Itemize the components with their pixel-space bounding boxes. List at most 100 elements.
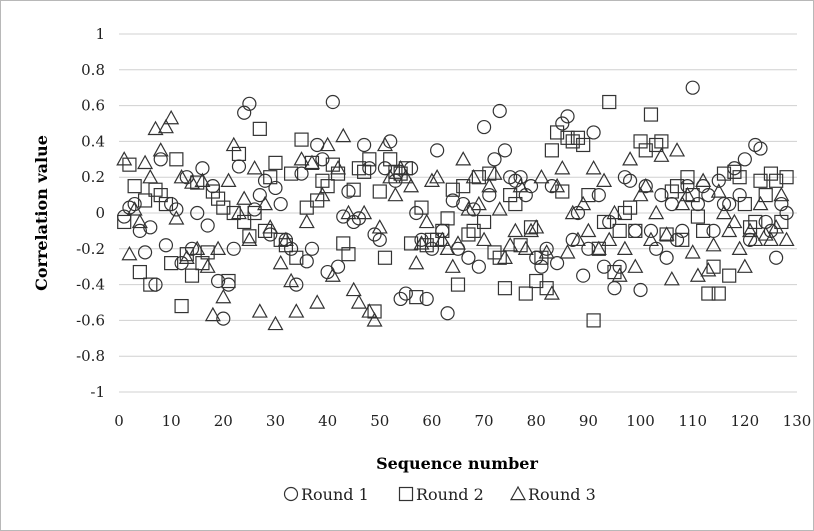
data-point-circle — [602, 214, 617, 230]
data-point-triangle — [288, 303, 305, 318]
y-tick-label: -0.2 — [76, 240, 105, 258]
data-point-triangle — [356, 204, 373, 220]
data-point-triangle — [230, 204, 247, 220]
data-point-square — [461, 227, 476, 242]
data-point-triangle — [345, 281, 362, 297]
data-point-circle — [398, 286, 413, 301]
data-point-circle — [341, 184, 356, 199]
data-point-circle — [393, 291, 408, 307]
data-point-circle — [753, 141, 768, 156]
legend-item: Round 3 — [509, 485, 596, 504]
data-point-square — [273, 232, 288, 247]
data-point-triangle — [465, 168, 482, 184]
x-tick-label: 80 — [527, 412, 546, 430]
data-point-circle — [289, 277, 304, 292]
grid — [119, 33, 797, 393]
data-point-triangle — [163, 109, 180, 125]
data-point-triangle — [423, 172, 440, 187]
data-point-square — [722, 268, 737, 283]
data-point-square — [257, 223, 273, 238]
data-point-triangle — [627, 258, 644, 273]
data-point-circle — [169, 202, 184, 217]
data-point-square — [716, 166, 732, 181]
data-point-square — [117, 214, 132, 230]
series-2 — [117, 94, 794, 328]
data-point-triangle — [418, 213, 435, 229]
data-point-triangle — [350, 294, 367, 309]
data-point-square — [565, 134, 580, 149]
data-point-triangle — [178, 249, 195, 264]
data-point-square — [758, 188, 773, 203]
data-point-circle — [304, 241, 320, 256]
data-point-circle — [409, 205, 424, 221]
data-point-circle — [237, 105, 252, 120]
data-point-square — [492, 250, 507, 265]
series-3 — [116, 109, 795, 331]
data-point-triangle — [204, 306, 221, 322]
x-tick-label: 50 — [370, 412, 389, 430]
data-point-triangle — [366, 312, 383, 327]
data-point-triangle — [684, 244, 701, 259]
data-point-triangle — [157, 118, 174, 134]
data-point-circle — [158, 238, 174, 253]
data-point-triangle — [413, 235, 430, 250]
data-point-triangle — [517, 240, 534, 255]
data-point-triangle — [569, 231, 586, 247]
data-point-triangle — [392, 160, 409, 175]
legend-item: Round 2 — [398, 485, 484, 504]
data-point-triangle — [283, 272, 300, 288]
data-point-square — [263, 170, 278, 185]
data-point-triangle — [695, 172, 712, 187]
data-point-circle — [430, 143, 445, 158]
data-point-circle — [226, 241, 241, 256]
data-point-circle — [190, 205, 205, 221]
data-point-circle — [294, 166, 309, 181]
y-tick-label: 0 — [95, 204, 105, 222]
data-point-circle — [252, 188, 267, 203]
data-point-circle — [200, 218, 215, 233]
data-point-circle — [779, 205, 794, 221]
data-point-triangle — [611, 267, 628, 282]
data-point-square — [169, 152, 184, 167]
data-point-triangle — [606, 204, 623, 220]
data-point-square — [503, 188, 518, 203]
data-point-triangle — [449, 235, 467, 250]
x-tick-label: 110 — [678, 412, 707, 430]
data-point-triangle — [596, 172, 613, 187]
data-point-triangle — [194, 172, 211, 187]
data-point-circle — [711, 173, 726, 188]
data-point-triangle — [622, 151, 639, 166]
data-point-square — [628, 223, 643, 238]
data-point-triangle — [778, 231, 795, 247]
data-point-triangle — [319, 136, 336, 152]
x-axis-label: Sequence number — [376, 454, 538, 473]
data-point-triangle — [429, 168, 446, 184]
data-point-triangle — [236, 190, 253, 205]
data-point-square — [711, 286, 726, 301]
y-tick-label: -0.8 — [76, 347, 105, 365]
data-point-triangle — [669, 142, 686, 157]
data-point-triangle — [434, 231, 451, 247]
x-tick-label: 20 — [214, 412, 233, 430]
data-point-circle — [132, 223, 147, 238]
data-point-circle — [774, 196, 789, 212]
data-point-triangle — [298, 213, 315, 229]
data-point-circle — [497, 143, 513, 158]
data-point-square — [184, 268, 200, 283]
data-point-triangle — [721, 222, 738, 238]
data-point-square — [414, 200, 429, 215]
data-point-square — [247, 205, 262, 221]
data-point-square — [779, 170, 794, 185]
data-point-triangle — [653, 147, 670, 162]
data-point-square — [544, 143, 559, 158]
x-tick-label: 60 — [422, 412, 441, 430]
data-point-triangle — [397, 168, 414, 184]
data-point-square — [737, 196, 752, 212]
data-point-square — [351, 161, 367, 176]
data-point-circle — [737, 152, 752, 167]
data-point-triangle — [559, 244, 576, 259]
data-point-triangle — [277, 231, 294, 247]
data-point-circle — [367, 227, 382, 242]
data-point-square — [596, 214, 612, 230]
data-point-circle — [482, 188, 497, 203]
